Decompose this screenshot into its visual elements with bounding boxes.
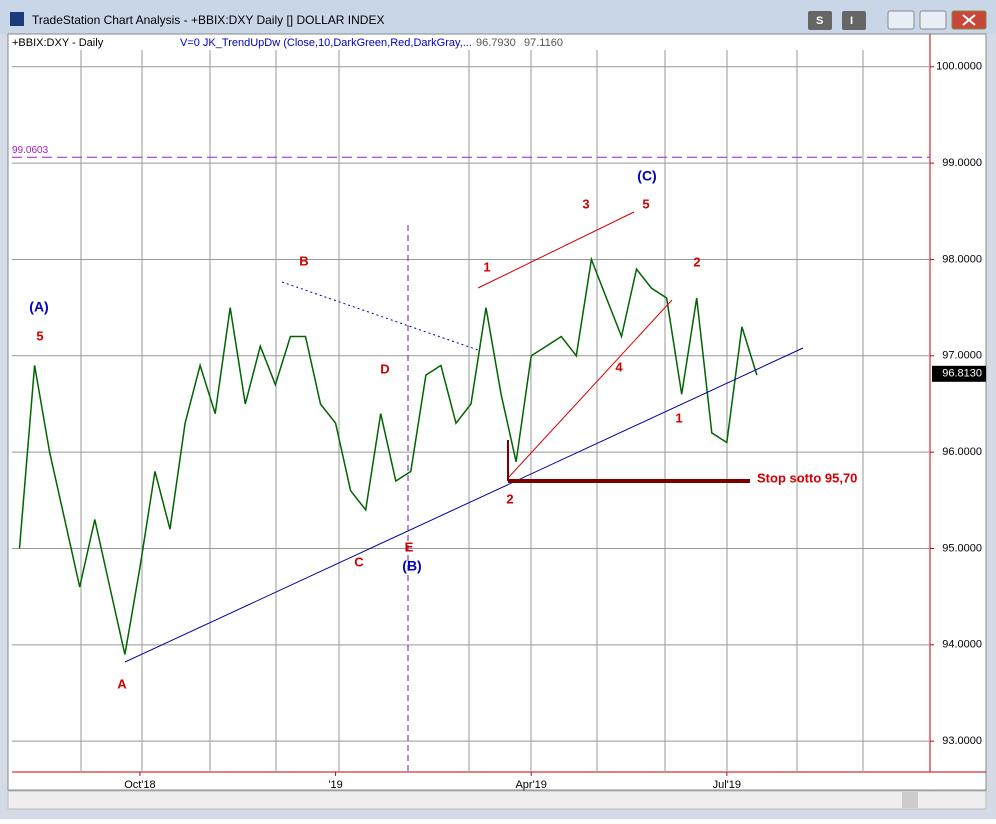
wave-label: C (354, 554, 364, 569)
i-button[interactable] (842, 11, 866, 30)
symbol-label: +BBIX:DXY - Daily (12, 37, 104, 49)
grid (12, 50, 930, 772)
wave-label: 5 (642, 196, 649, 211)
x-tick-label: '19 (328, 779, 342, 791)
s-button-label[interactable]: S (816, 15, 823, 27)
indicator-label: V=0 JK_TrendUpDw (Close,10,DarkGreen,Red… (180, 37, 472, 49)
close-icon (962, 14, 976, 26)
indicator-value: 96.7930 (476, 37, 516, 49)
wave-label: 1 (483, 259, 490, 274)
x-tick-label: Apr'19 (515, 779, 546, 791)
app-icon (10, 12, 24, 26)
wave-label: 2 (693, 254, 700, 269)
x-tick-label: Jul'19 (713, 779, 741, 791)
last-price-box (932, 365, 986, 382)
wave-label: (B) (402, 558, 421, 574)
y-tick-label: 95.0000 (942, 542, 982, 554)
y-tick-label: 94.0000 (942, 639, 982, 651)
y-tick-label: 98.0000 (942, 253, 982, 265)
wave-label: 5 (36, 328, 43, 343)
wave-label: 4 (615, 359, 623, 374)
wave-label: (C) (637, 168, 656, 184)
scroll-thumb[interactable] (902, 792, 918, 808)
price-line (18, 256, 758, 655)
wave-label: 2 (506, 491, 513, 506)
y-tick-label: 97.0000 (942, 350, 982, 362)
y-tick-label: 93.0000 (942, 735, 982, 747)
trendline (124, 347, 804, 663)
minimize-button[interactable] (887, 10, 915, 30)
x-tick-label: Oct'18 (124, 779, 155, 791)
wave-label: E (405, 539, 414, 554)
wave-label: 3 (582, 196, 589, 211)
trendline (477, 211, 635, 289)
last-price-label: 96.8130 (942, 368, 982, 380)
wave-label: 1 (675, 410, 682, 425)
plot (18, 256, 758, 655)
window-title: TradeStation Chart Analysis - +BBIX:DXY … (32, 13, 384, 27)
trendline (507, 299, 673, 479)
s-button[interactable] (808, 11, 832, 30)
wave-label: B (299, 253, 308, 268)
i-button-label[interactable]: I (850, 15, 853, 27)
indicator-value: 97.1160 (524, 37, 563, 49)
wave-label: D (380, 361, 389, 376)
chart-area (7, 33, 987, 791)
reference-label: 99.0603 (12, 145, 49, 156)
wave-label: A (117, 676, 127, 691)
wave-label: (A) (29, 299, 48, 315)
y-tick-label: 96.0000 (942, 446, 982, 458)
scrollbar[interactable] (7, 790, 987, 810)
y-tick-label: 99.0000 (942, 157, 982, 169)
wave-label: Stop sotto 95,70 (757, 470, 857, 485)
maximize-button[interactable] (919, 10, 947, 30)
y-tick-label: 100.0000 (936, 61, 982, 73)
